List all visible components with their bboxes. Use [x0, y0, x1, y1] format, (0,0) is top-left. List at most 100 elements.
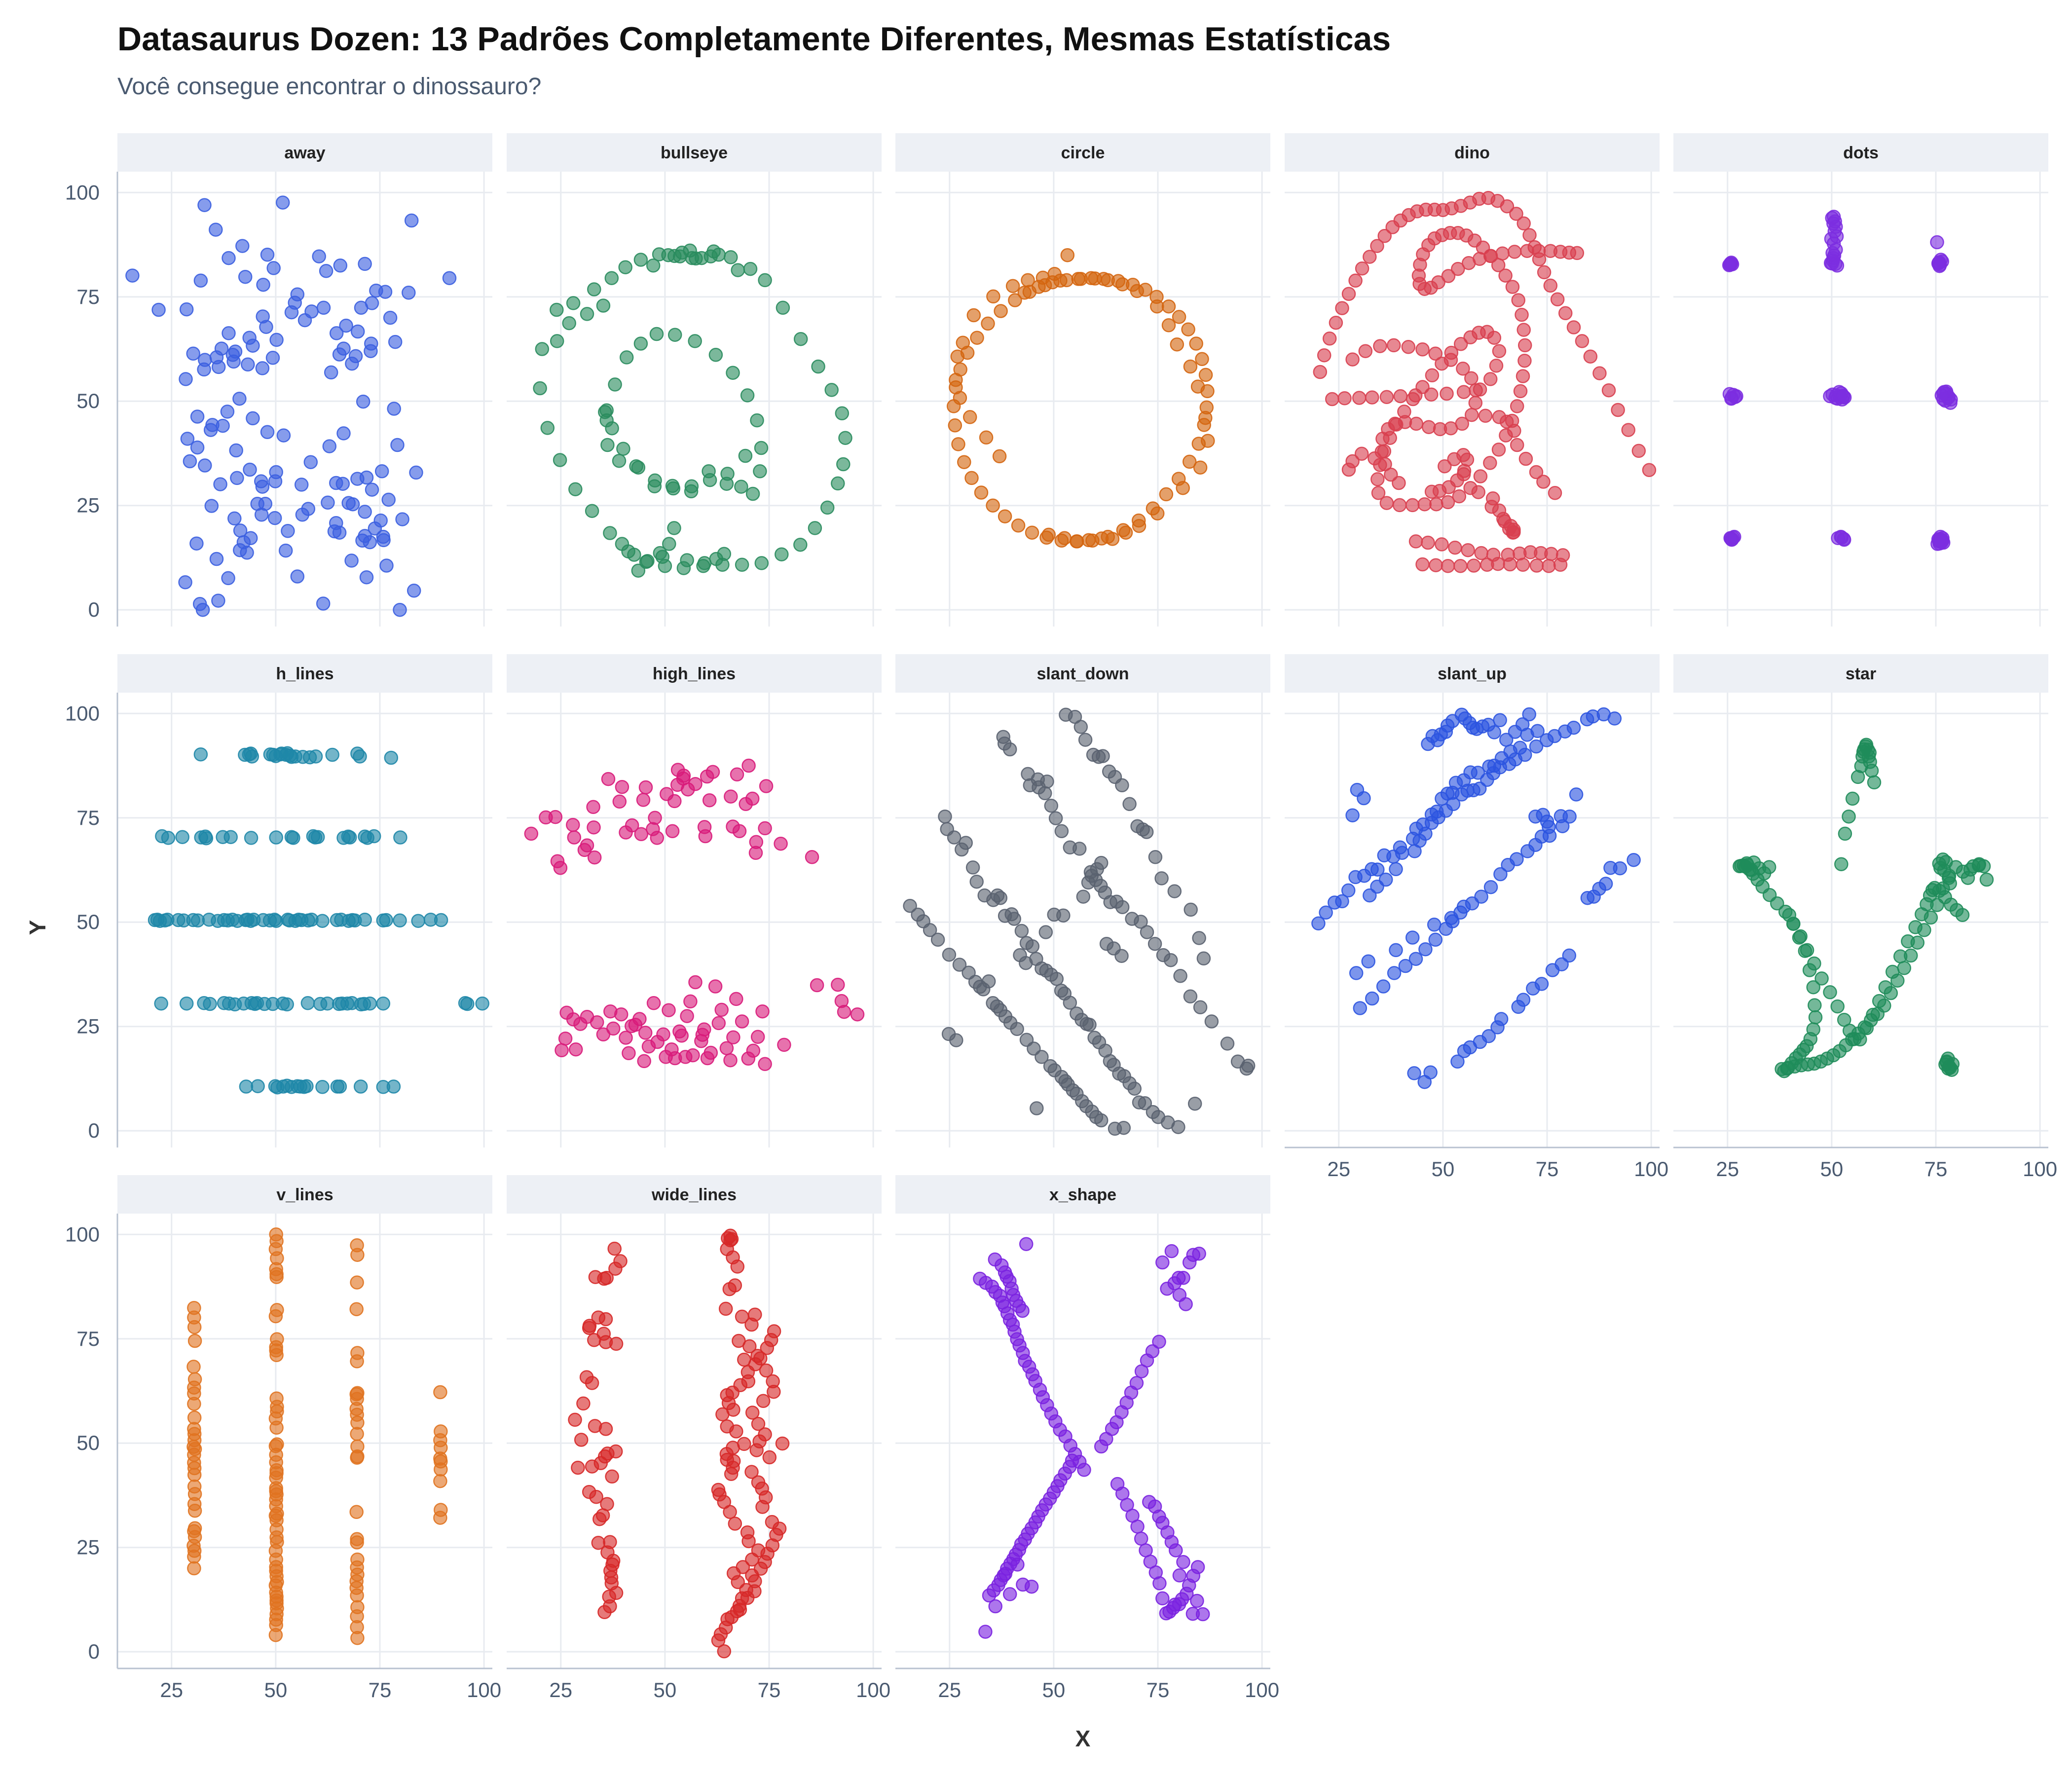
- y-tick-label: 75: [76, 285, 100, 308]
- data-point: [938, 809, 952, 824]
- data-point: [776, 300, 790, 315]
- data-point: [243, 531, 258, 545]
- data-point: [998, 509, 1012, 523]
- data-point: [1134, 915, 1148, 929]
- data-point: [1019, 1237, 1034, 1251]
- y-tick-label: 75: [76, 1327, 100, 1350]
- data-point: [805, 850, 819, 864]
- facet-strip-label: circle: [1061, 144, 1105, 162]
- data-point: [1325, 392, 1339, 407]
- facet-strip-label: wide_lines: [651, 1185, 737, 1204]
- data-point: [1555, 819, 1570, 833]
- data-point: [994, 304, 1008, 318]
- data-point: [742, 1339, 757, 1354]
- data-point: [268, 1309, 283, 1324]
- data-point: [1032, 280, 1046, 294]
- data-point: [751, 1543, 766, 1557]
- data-point: [758, 821, 772, 836]
- data-point: [1428, 346, 1443, 361]
- data-point: [619, 350, 634, 365]
- data-point: [1041, 527, 1056, 542]
- data-point: [607, 1241, 622, 1256]
- data-point: [1427, 918, 1442, 932]
- data-point: [315, 914, 330, 928]
- data-point: [1450, 1054, 1465, 1069]
- data-point: [1823, 985, 1837, 999]
- data-point: [758, 273, 772, 288]
- x-tick-label: 50: [1820, 1157, 1844, 1181]
- data-point: [290, 569, 305, 584]
- data-point: [1492, 344, 1507, 358]
- data-point: [1845, 791, 1860, 806]
- data-point: [269, 1455, 283, 1470]
- data-point: [350, 1427, 364, 1441]
- data-point: [1378, 872, 1393, 887]
- data-point: [603, 526, 617, 540]
- data-point: [703, 1045, 718, 1060]
- data-point: [1448, 540, 1462, 555]
- data-point: [1398, 959, 1413, 973]
- data-point: [650, 831, 665, 845]
- data-point: [1139, 825, 1154, 839]
- data-point: [688, 777, 703, 791]
- data-point: [1417, 497, 1432, 512]
- data-point: [381, 492, 396, 507]
- data-point: [718, 1301, 733, 1316]
- facet-strip-label: bullseye: [661, 144, 728, 162]
- data-point: [755, 1500, 770, 1514]
- data-point: [324, 365, 338, 380]
- data-point: [229, 443, 243, 458]
- data-point: [629, 459, 643, 474]
- data-point: [740, 1525, 755, 1540]
- data-point: [183, 454, 197, 469]
- data-point: [1161, 318, 1176, 333]
- data-point: [1510, 852, 1524, 866]
- data-point: [269, 333, 284, 347]
- data-point: [745, 486, 760, 501]
- data-point: [1363, 888, 1377, 903]
- data-point: [1550, 292, 1565, 307]
- data-point: [566, 817, 580, 832]
- data-point: [1456, 899, 1471, 914]
- data-point: [1429, 497, 1443, 512]
- data-point: [221, 571, 235, 586]
- data-point: [949, 372, 963, 387]
- data-point: [333, 1079, 347, 1094]
- data-point: [988, 1599, 1002, 1614]
- data-point: [1159, 487, 1174, 502]
- data-point: [1423, 1065, 1438, 1079]
- data-point: [661, 248, 675, 262]
- data-point: [947, 830, 962, 845]
- data-point: [1495, 246, 1510, 261]
- data-point: [1155, 1591, 1170, 1606]
- x-tick-label: 100: [2023, 1157, 2057, 1181]
- data-point: [1115, 900, 1130, 915]
- data-point: [665, 824, 680, 839]
- facet-panel-slant_down: slant_down: [895, 654, 1270, 1147]
- data-point: [1044, 798, 1059, 813]
- data-point: [1522, 228, 1537, 242]
- data-point: [1471, 485, 1485, 499]
- data-point: [550, 334, 564, 348]
- data-point: [1499, 414, 1514, 429]
- data-point: [1138, 1096, 1152, 1110]
- data-point: [1337, 391, 1352, 406]
- data-point: [775, 1436, 790, 1451]
- data-point: [1808, 1010, 1823, 1025]
- data-point: [187, 1397, 201, 1411]
- data-point: [230, 471, 244, 485]
- data-point: [1176, 481, 1190, 495]
- data-point: [1627, 852, 1641, 867]
- data-point: [255, 361, 270, 375]
- facet-strip: [895, 133, 1270, 172]
- y-tick-label: 50: [76, 1431, 100, 1454]
- facet-panel-wide_lines: wide_lines 25 50 75 100: [507, 1175, 890, 1702]
- data-point: [1498, 268, 1513, 283]
- data-point: [923, 923, 937, 937]
- chart-title: Datasaurus Dozen: 13 Padrões Completamen…: [117, 20, 1391, 58]
- data-point: [811, 359, 825, 374]
- data-point: [374, 464, 389, 479]
- data-point: [1019, 956, 1033, 970]
- data-point: [1190, 379, 1205, 394]
- data-point: [1373, 339, 1387, 353]
